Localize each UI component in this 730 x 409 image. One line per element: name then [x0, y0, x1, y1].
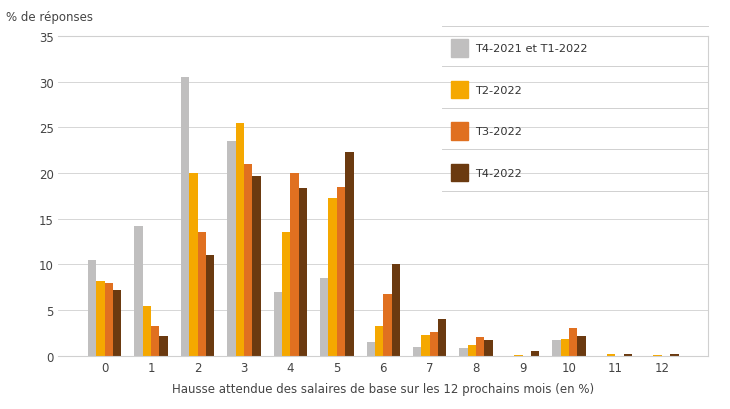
X-axis label: Hausse attendue des salaires de base sur les 12 prochains mois (en %): Hausse attendue des salaires de base sur… — [172, 382, 594, 395]
FancyBboxPatch shape — [451, 81, 468, 99]
Text: T4-2022: T4-2022 — [475, 169, 522, 178]
Bar — [485, 340, 493, 356]
Bar — [476, 337, 485, 356]
Text: % de réponses: % de réponses — [7, 11, 93, 24]
Bar — [291, 173, 299, 356]
Bar — [159, 336, 168, 356]
Text: T2-2022: T2-2022 — [475, 85, 522, 95]
Bar — [375, 327, 383, 356]
Bar — [198, 233, 206, 356]
Bar — [328, 198, 337, 356]
Bar — [577, 336, 585, 356]
FancyBboxPatch shape — [451, 164, 468, 182]
Text: T4-2021 et T1-2022: T4-2021 et T1-2022 — [475, 44, 588, 54]
Bar — [561, 339, 569, 356]
Bar — [468, 345, 476, 356]
Bar — [299, 188, 307, 356]
Bar — [151, 327, 159, 356]
Bar — [438, 319, 447, 356]
Bar — [181, 78, 189, 356]
Bar — [670, 354, 679, 356]
Bar — [553, 340, 561, 356]
Bar — [206, 256, 214, 356]
Bar — [282, 233, 291, 356]
Bar — [531, 351, 539, 356]
Bar — [104, 283, 113, 356]
Bar — [421, 335, 430, 356]
Bar — [96, 281, 104, 356]
Bar — [274, 292, 282, 356]
Bar — [227, 142, 236, 356]
Bar — [514, 355, 523, 356]
Text: T3-2022: T3-2022 — [475, 127, 523, 137]
Bar — [189, 173, 198, 356]
Bar — [345, 153, 353, 356]
Bar — [134, 227, 143, 356]
Bar — [459, 348, 468, 356]
Bar — [253, 176, 261, 356]
Bar — [143, 307, 151, 356]
Bar — [391, 265, 400, 356]
Bar — [244, 164, 253, 356]
Bar — [383, 294, 391, 356]
Bar — [337, 187, 345, 356]
FancyBboxPatch shape — [451, 40, 468, 58]
FancyBboxPatch shape — [451, 123, 468, 141]
Bar — [88, 260, 96, 356]
Bar — [430, 332, 438, 356]
Bar — [366, 342, 375, 356]
Bar — [607, 354, 615, 356]
Bar — [113, 290, 121, 356]
Bar — [236, 124, 244, 356]
Bar — [413, 347, 421, 356]
Bar — [320, 279, 328, 356]
Bar — [653, 355, 662, 356]
Bar — [623, 354, 632, 356]
Bar — [569, 328, 577, 356]
